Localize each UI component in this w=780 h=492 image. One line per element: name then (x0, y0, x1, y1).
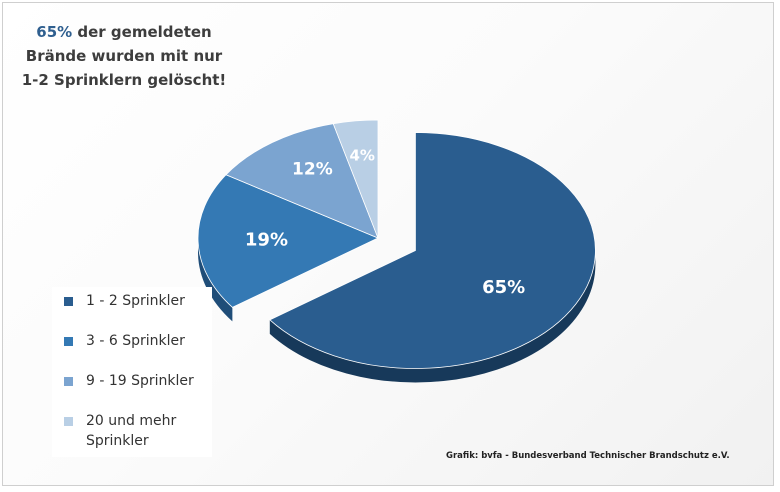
legend-swatch-3 (64, 377, 73, 386)
pie-slice-1 (269, 132, 596, 369)
legend-label-2: 3 - 6 Sprinkler (86, 333, 185, 349)
pie-slice-2 (197, 174, 379, 308)
chart-legend: 1 - 2 Sprinkler 3 - 6 Sprinkler 9 - 19 Spr… (52, 287, 212, 457)
chart-headline: 65% der gemeldeten Brände wurden mit nur… (18, 20, 230, 92)
legend-swatch-2 (64, 337, 73, 346)
pie-slice-label-3: 12% (292, 159, 333, 179)
legend-swatch-1 (64, 297, 73, 306)
legend-label-3: 9 - 19 Sprinkler (86, 373, 194, 389)
headline-accent: 65% (36, 23, 73, 41)
legend-label-4: 20 und mehr Sprinkler (86, 413, 177, 449)
legend-label-1: 1 - 2 Sprinkler (86, 293, 185, 309)
pie-slice-label-2: 19% (245, 230, 288, 251)
pie-slice-4 (332, 119, 379, 239)
pie-slice-3 (225, 123, 379, 239)
legend-swatch-4 (64, 417, 73, 426)
pie-slice-side-2 (198, 238, 233, 322)
pie-slice-label-1: 65% (482, 277, 525, 298)
pie-slice-label-4: 4% (349, 147, 374, 165)
headline-text: der gemeldeten Brände wurden mit nur 1-2… (21, 23, 227, 89)
source-credit: Grafik: bvfa - Bundesverband Technischer… (446, 451, 730, 461)
